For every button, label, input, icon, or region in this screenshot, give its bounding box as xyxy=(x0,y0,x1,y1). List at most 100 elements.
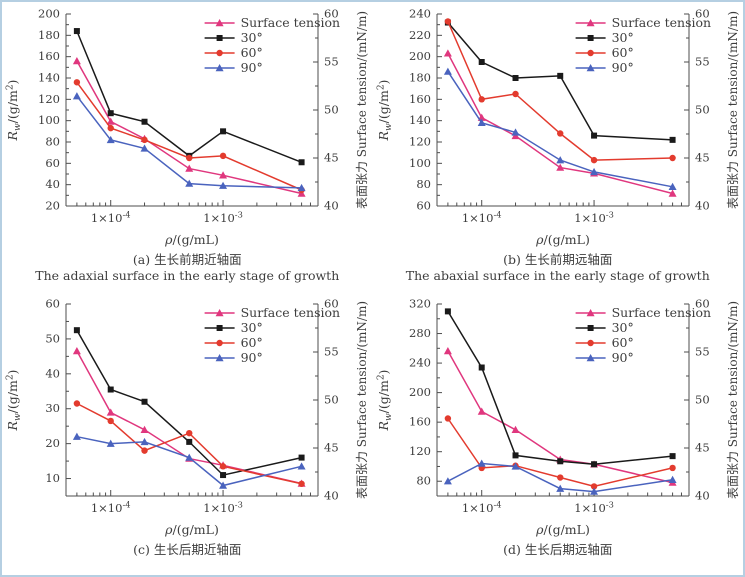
series-30- xyxy=(73,327,305,479)
y-right-tick-label: 50 xyxy=(324,393,339,407)
legend-label: 90° xyxy=(611,60,633,75)
series-60- xyxy=(73,79,305,194)
y-right-tick-label: 40 xyxy=(324,199,339,213)
x-tick-label: 1×10-4 xyxy=(461,500,501,515)
legend xyxy=(575,19,606,72)
y-axis-label-right: 表面张力 Surface tension/(mN/m) xyxy=(726,301,740,499)
legend-label: 30° xyxy=(611,30,633,45)
y-axis-label-left: Rw/(g/m2) xyxy=(376,80,394,142)
y-axis-label-left: Rw/(g/m2) xyxy=(376,370,394,432)
series-surface-tension xyxy=(443,49,677,197)
chart-a: 20 40 60 80 100 120 140 160 180 200 40 45 50 55 60 1×10… xyxy=(5,7,369,248)
series-30- xyxy=(73,28,305,166)
y-left-tick-label: 200 xyxy=(38,7,60,21)
y-axis-label-right: 表面张力 Surface tension/(mN/m) xyxy=(726,11,740,209)
caption-a-zh: (a) 生长前期近轴面 xyxy=(132,252,242,267)
series-surface-tension xyxy=(72,57,306,197)
y-left-tick-label: 320 xyxy=(409,297,431,311)
y-left-tick-label: 120 xyxy=(38,92,60,106)
y-right-tick-label: 40 xyxy=(324,489,339,503)
y-right-tick-label: 60 xyxy=(695,7,710,21)
y-right-tick-label: 55 xyxy=(324,55,339,69)
y-right-tick-label: 50 xyxy=(324,103,339,117)
x-axis-label: ρ/(g/mL) xyxy=(535,232,590,247)
axes xyxy=(65,13,319,207)
x-tick-label: 1×10-3 xyxy=(574,500,614,515)
legend-label: 90° xyxy=(241,350,263,365)
y-right-tick-label: 45 xyxy=(695,151,710,165)
y-left-tick-label: 30 xyxy=(45,401,60,415)
caption-b-en: The abaxial surface in the early stage o… xyxy=(405,267,710,283)
y-left-tick-label: 240 xyxy=(409,356,431,370)
y-right-tick-label: 45 xyxy=(324,441,339,455)
y-left-tick-label: 50 xyxy=(45,331,60,345)
y-left-tick-label: 220 xyxy=(409,28,431,42)
caption-b: (b) 生长前期远轴面 The abaxial surface in the e… xyxy=(373,252,744,283)
legend-label: 60° xyxy=(611,45,633,60)
y-right-tick-label: 60 xyxy=(324,297,339,311)
y-axis-label-left: Rw/(g/m2) xyxy=(5,370,23,432)
series-90- xyxy=(443,459,677,495)
legend xyxy=(204,309,235,362)
y-left-tick-label: 200 xyxy=(409,49,431,63)
legend-label: 90° xyxy=(611,350,633,365)
legend-label: Surface tension xyxy=(241,15,341,30)
y-left-tick-label: 120 xyxy=(409,444,431,458)
y-left-tick-label: 60 xyxy=(45,156,60,170)
y-left-tick-label: 10 xyxy=(45,471,60,485)
y-right-tick-label: 55 xyxy=(695,55,710,69)
legend-label: 30° xyxy=(611,320,633,335)
x-axis-label: ρ/(g/mL) xyxy=(535,522,590,537)
y-left-tick-label: 60 xyxy=(416,199,431,213)
y-right-tick-label: 45 xyxy=(695,441,710,455)
chart-d: 80 120 160 200 240 280 320 40 45 50 55 60 1×10-4 1×10… xyxy=(376,297,740,538)
axes xyxy=(65,303,319,497)
y-left-tick-label: 160 xyxy=(409,92,431,106)
legend-label: 30° xyxy=(241,30,263,45)
y-left-tick-label: 40 xyxy=(45,177,60,191)
series-90- xyxy=(72,92,306,192)
y-left-tick-label: 140 xyxy=(38,71,60,85)
axes xyxy=(436,13,689,207)
panel-c: 10 20 30 40 50 60 40 45 50 55 60 1×10-4 1×10-3 ρ/(g/m… xyxy=(2,292,373,575)
y-left-tick-label: 160 xyxy=(38,49,60,63)
y-right-tick-label: 45 xyxy=(324,151,339,165)
y-left-tick-label: 20 xyxy=(45,199,60,213)
chart-c: 10 20 30 40 50 60 40 45 50 55 60 1×10-4 1×10-3 ρ/(g/m… xyxy=(5,297,369,538)
legend-label: Surface tension xyxy=(241,305,341,320)
x-tick-label: 1×10-3 xyxy=(203,210,243,225)
y-left-tick-label: 280 xyxy=(409,326,431,340)
y-axis-label-left: Rw/(g/m2) xyxy=(5,80,23,142)
caption-c-zh: (c) 生长后期近轴面 xyxy=(133,542,242,557)
x-tick-label: 1×10-4 xyxy=(461,210,501,225)
y-left-tick-label: 100 xyxy=(38,113,60,127)
series-30- xyxy=(444,308,676,468)
series-90- xyxy=(443,67,677,190)
y-right-tick-label: 55 xyxy=(695,345,710,359)
x-tick-label: 1×10-4 xyxy=(91,210,131,225)
y-left-tick-label: 160 xyxy=(409,415,431,429)
panel-a: 20 40 60 80 100 120 140 160 180 200 40 45 50 55 60 1×10… xyxy=(2,2,373,292)
panel-d: 80 120 160 200 240 280 320 40 45 50 55 60 1×10-4 1×10… xyxy=(373,292,744,575)
legend-label: Surface tension xyxy=(611,15,711,30)
caption-b-zh: (b) 生长前期远轴面 xyxy=(503,252,613,267)
y-left-tick-label: 60 xyxy=(45,297,60,311)
series-90- xyxy=(72,432,306,489)
legend-label: Surface tension xyxy=(611,305,711,320)
y-right-tick-label: 60 xyxy=(695,297,710,311)
y-left-tick-label: 120 xyxy=(409,135,431,149)
legend-label: 60° xyxy=(241,335,263,350)
x-tick-label: 1×10-3 xyxy=(574,210,614,225)
y-left-tick-label: 80 xyxy=(45,135,60,149)
x-tick-label: 1×10-4 xyxy=(91,500,131,515)
y-left-tick-label: 200 xyxy=(409,385,431,399)
y-right-tick-label: 40 xyxy=(695,489,710,503)
y-axis-label-right: 表面张力 Surface tension/(mN/m) xyxy=(355,11,369,209)
y-right-tick-label: 50 xyxy=(695,103,710,117)
chart-b: 60 80 100 120 140 160 180 200 220 240 40 45 50 55 60 1×… xyxy=(376,7,740,248)
legend-label: 60° xyxy=(611,335,633,350)
y-left-tick-label: 80 xyxy=(416,474,431,488)
caption-d-zh: (d) 生长后期远轴面 xyxy=(503,542,613,557)
caption-c: (c) 生长后期近轴面 xyxy=(2,542,373,558)
